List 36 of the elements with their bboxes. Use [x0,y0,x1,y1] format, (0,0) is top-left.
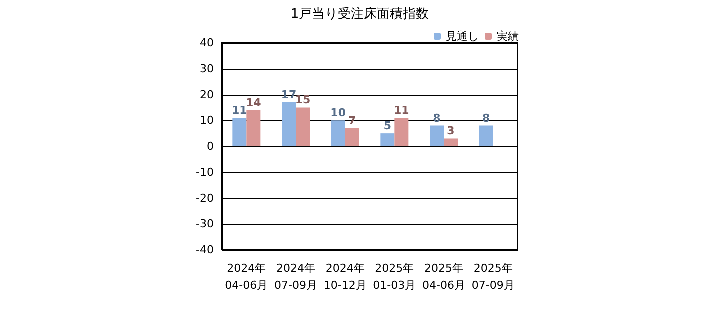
legend-label: 見通し [446,30,479,43]
bar [232,118,247,146]
data-label: 11 [394,104,410,118]
bar [479,126,494,146]
data-label: 5 [384,120,392,133]
data-label: 3 [447,124,455,138]
chart-title: 1戸当り受注床面積指数 [290,7,430,22]
bar [296,108,310,146]
y-tick-label: -40 [196,244,214,256]
data-label: 11 [232,104,248,118]
bar [380,134,395,146]
bar [345,128,360,146]
x-tick-label: 2024年 07-09月 [274,262,318,292]
bar [282,102,296,146]
bar [430,126,444,146]
y-tick-label: -30 [196,218,214,231]
x-tick-label: 2024年 04-06月 [225,262,268,292]
y-tick-label: -10 [196,166,214,179]
y-tick-label: 40 [200,36,214,50]
x-tick-label: 2025年 07-09月 [472,262,515,292]
bar [331,120,346,146]
data-label: 10 [330,106,346,120]
data-label: 14 [246,96,262,110]
bar [444,138,458,146]
bar [394,118,409,146]
y-tick-label: 0 [207,140,214,153]
legend-label: 実績 [497,30,519,43]
data-label: 15 [295,94,311,107]
x-tick-label: 2024年 10-12月 [324,262,367,292]
y-tick-label: 20 [200,88,214,102]
x-tick-label: 2025年 01-03月 [373,262,416,292]
x-tick-label: 2025年 04-06月 [422,262,466,292]
y-tick-label: 30 [200,62,214,76]
bar [246,110,261,146]
y-tick-label: 10 [200,114,214,128]
y-tick-label: -20 [196,192,214,205]
